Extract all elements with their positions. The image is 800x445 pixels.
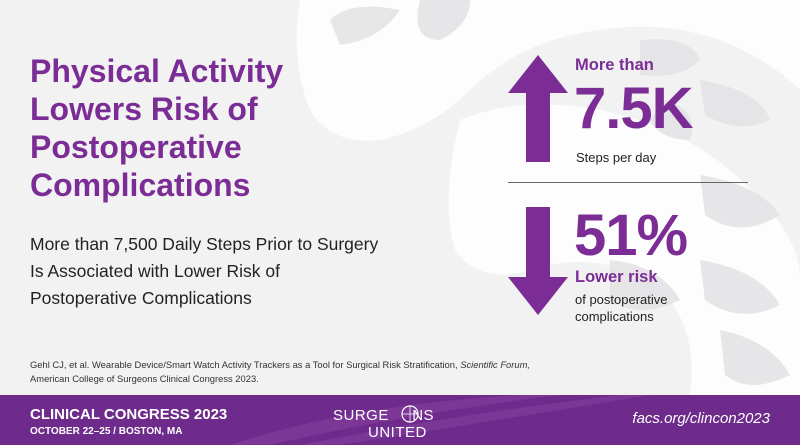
- title-line: Complications: [30, 167, 251, 203]
- title-line: Lowers Risk of: [30, 91, 258, 127]
- divider: [508, 182, 748, 183]
- footer-bar: CLINICAL CONGRESS 2023 OCTOBER 22–25 / B…: [0, 395, 800, 445]
- risk-label: Lower risk: [575, 268, 658, 286]
- congress-title: CLINICAL CONGRESS 2023: [30, 406, 228, 423]
- citation-line2: American College of Surgeons Clinical Co…: [30, 373, 259, 384]
- title-line: Physical Activity: [30, 53, 284, 89]
- steps-caption: Steps per day: [576, 150, 657, 165]
- logo-text-a: SURGE: [333, 407, 389, 424]
- logo-text-united: UNITED: [368, 424, 427, 441]
- steps-prefix: More than: [575, 56, 654, 74]
- surgeons-united-logo-icon: [401, 405, 419, 423]
- risk-value: 51%: [574, 203, 688, 268]
- risk-desc-line: complications: [575, 309, 654, 324]
- citation-text: Gehl CJ, et al. Wearable Device/Smart Wa…: [30, 359, 458, 370]
- arrow-up-icon: [508, 55, 568, 162]
- arrow-down-icon: [508, 207, 568, 315]
- footprint-watermark: [296, 0, 800, 395]
- title-line: Postoperative: [30, 129, 242, 165]
- page-title: Physical Activity Lowers Risk of Postope…: [30, 52, 350, 204]
- citation-journal: Scientific Forum,: [460, 359, 531, 370]
- risk-desc-line: of postoperative: [575, 292, 668, 307]
- subtitle: More than 7,500 Daily Steps Prior to Sur…: [30, 234, 379, 308]
- risk-description: of postoperative complications: [575, 291, 668, 325]
- congress-dates: OCTOBER 22–25 / BOSTON, MA: [30, 426, 183, 437]
- citation: Gehl CJ, et al. Wearable Device/Smart Wa…: [30, 358, 610, 386]
- footer-swoosh: [230, 395, 650, 445]
- footer-url: facs.org/clincon2023: [632, 410, 770, 427]
- steps-value: 7.5K: [574, 76, 694, 141]
